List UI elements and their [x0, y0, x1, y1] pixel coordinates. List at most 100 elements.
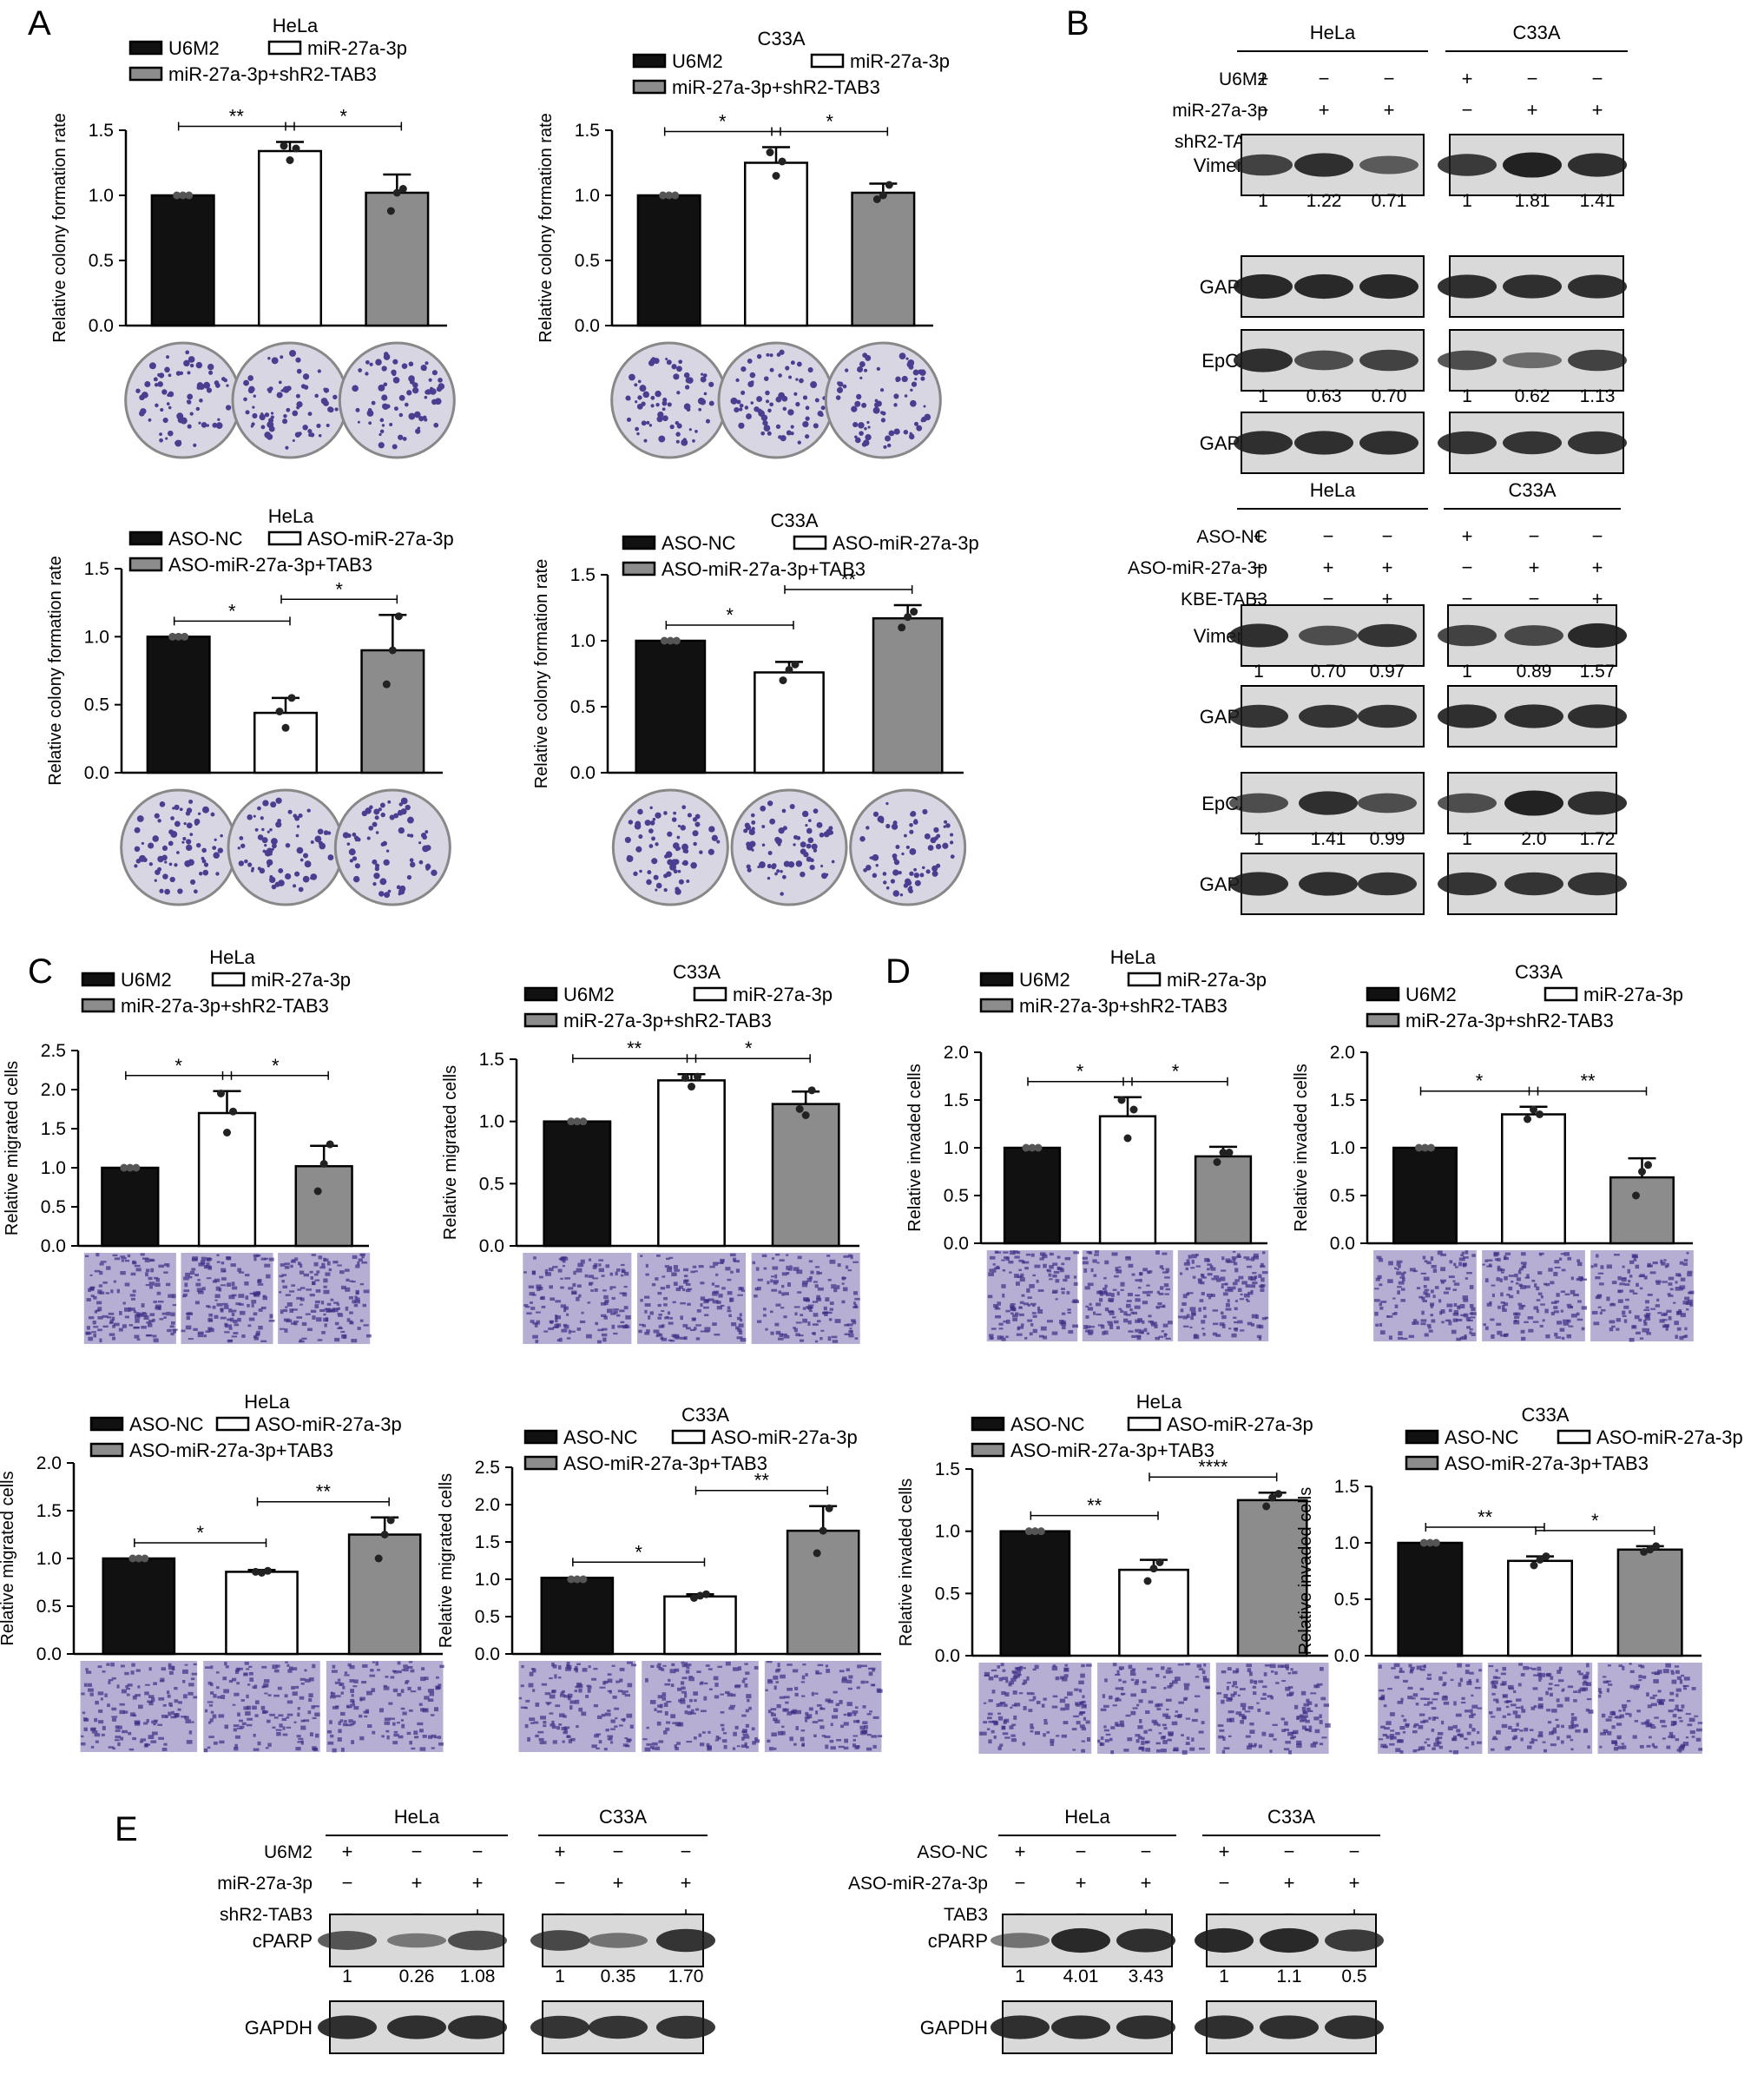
cell-mark — [1192, 1275, 1196, 1279]
cell-mark — [1048, 1273, 1052, 1277]
cell-mark — [275, 1664, 280, 1668]
cell-mark — [1247, 1300, 1250, 1302]
cell-mark — [1581, 1278, 1588, 1281]
cell-mark — [208, 1313, 213, 1317]
cell-mark — [1261, 1317, 1267, 1321]
cell-mark — [1511, 1281, 1514, 1283]
cell-mark — [1012, 1317, 1017, 1321]
y-tick-label: 1.5 — [1334, 1477, 1359, 1497]
cell-mark — [651, 1282, 656, 1287]
cell-mark — [699, 1682, 703, 1685]
colony-dot — [314, 393, 319, 399]
colony-dot — [405, 804, 411, 811]
cell-mark — [1491, 1293, 1495, 1298]
condition-sign: − — [1384, 68, 1395, 89]
cell-mark — [1012, 1307, 1017, 1312]
cell-mark — [132, 1736, 136, 1741]
cell-mark — [1228, 1735, 1232, 1737]
cell-mark — [300, 1725, 306, 1730]
cell-mark — [293, 1321, 299, 1323]
cell-mark — [210, 1683, 214, 1687]
cell-mark — [545, 1272, 551, 1276]
cell-mark — [1306, 1698, 1310, 1703]
cell-mark — [1573, 1690, 1578, 1693]
cell-mark — [1155, 1336, 1160, 1341]
colony-dot — [910, 399, 917, 407]
cell-mark — [95, 1700, 99, 1705]
cell-mark — [247, 1717, 253, 1721]
cell-mark — [1082, 1261, 1089, 1265]
cell-mark — [333, 1301, 339, 1304]
colony-dot — [194, 818, 201, 825]
colony-dot — [683, 403, 691, 411]
colony-dot — [225, 405, 232, 411]
cell-mark — [1437, 1250, 1443, 1255]
cell-mark — [1570, 1748, 1574, 1751]
cell-mark — [589, 1282, 593, 1286]
cell-mark — [1674, 1321, 1679, 1326]
cell-mark — [1531, 1668, 1537, 1670]
cell-mark — [1629, 1337, 1635, 1342]
cell-mark — [146, 1321, 152, 1324]
cell-mark — [555, 1314, 558, 1319]
colony-dot — [348, 848, 356, 856]
colony-dot — [886, 443, 892, 448]
colony-dot — [148, 842, 155, 849]
cell-mark — [1466, 1326, 1471, 1329]
cell-mark — [599, 1686, 606, 1689]
condition-label: U6M2 — [264, 1842, 313, 1862]
condition-sign: − — [1141, 1841, 1152, 1862]
cell-mark — [779, 1259, 785, 1262]
colony-dot — [813, 808, 819, 814]
cell-mark — [1169, 1683, 1174, 1687]
cell-mark — [286, 1663, 290, 1667]
cell-mark — [1602, 1676, 1607, 1678]
cell-mark — [1148, 1314, 1152, 1318]
cell-mark — [1018, 1268, 1022, 1271]
cell-mark — [576, 1327, 582, 1331]
cell-mark — [1536, 1308, 1539, 1314]
cell-mark — [349, 1679, 355, 1683]
cell-mark — [288, 1290, 295, 1293]
cell-mark — [1649, 1271, 1656, 1275]
cell-mark — [1061, 1262, 1065, 1266]
colony-dot — [804, 434, 810, 439]
colony-dot — [793, 843, 796, 847]
cell-mark — [852, 1321, 857, 1325]
colony-dot — [692, 439, 695, 443]
cell-mark — [532, 1334, 538, 1339]
cell-mark — [1427, 1743, 1431, 1747]
y-tick-label: 0.0 — [944, 1234, 969, 1254]
colony-dot — [861, 402, 867, 408]
cell-mark — [1632, 1292, 1638, 1295]
cell-mark — [1201, 1274, 1205, 1279]
cell-mark — [1198, 1730, 1204, 1734]
cell-mark — [1108, 1297, 1115, 1301]
cell-mark — [1386, 1721, 1392, 1725]
colony-dot — [378, 432, 382, 437]
cell-mark — [866, 1747, 872, 1751]
colony-dot — [267, 421, 274, 429]
legend-swatch — [671, 1429, 706, 1445]
cell-mark — [141, 1326, 147, 1329]
colony-dot — [910, 812, 915, 817]
cell-mark — [256, 1330, 260, 1335]
cell-mark — [1105, 1292, 1112, 1296]
cell-mark — [1674, 1708, 1679, 1711]
colony-dot — [636, 432, 640, 436]
cell-mark — [543, 1721, 547, 1724]
cell-mark — [153, 1301, 158, 1303]
cell-mark — [1063, 1696, 1069, 1699]
cell-mark — [1061, 1734, 1067, 1738]
cell-mark — [409, 1740, 412, 1745]
colony-dot — [168, 391, 174, 398]
cell-mark — [245, 1711, 251, 1716]
cell-mark — [826, 1255, 831, 1257]
blot-band — [1438, 704, 1497, 728]
colony-dot — [775, 837, 782, 845]
colony-dot — [201, 859, 207, 864]
cell-mark — [782, 1708, 787, 1712]
cell-mark — [1424, 1333, 1429, 1337]
colony-dot — [778, 373, 782, 378]
cell-mark — [1104, 1678, 1108, 1683]
